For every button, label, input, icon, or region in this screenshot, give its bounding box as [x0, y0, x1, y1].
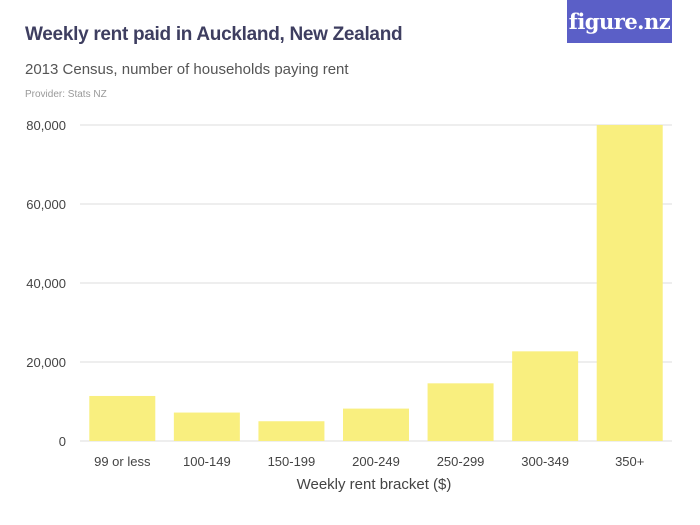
x-axis-title: Weekly rent bracket ($)	[297, 476, 452, 493]
figure-nz-logo[interactable]: figure.nz	[567, 0, 672, 43]
x-axis-ticks: 99 or less 100-149 150-199 200-249 250-299 30…	[94, 454, 644, 469]
y-tick-label: 60,000	[26, 197, 66, 212]
bar[interactable]	[258, 421, 325, 441]
bar[interactable]	[512, 351, 579, 441]
y-axis-ticks: 0 20,000 40,000 60,000 80,000	[26, 118, 66, 449]
x-tick-label: 100-149	[183, 454, 231, 469]
x-tick-label: 300-349	[521, 454, 569, 469]
y-tick-label: 20,000	[26, 355, 66, 370]
y-tick-label: 0	[59, 434, 66, 449]
chart-title: Weekly rent paid in Auckland, New Zealan…	[25, 24, 403, 45]
x-tick-label: 200-249	[352, 454, 400, 469]
y-tick-label: 80,000	[26, 118, 66, 133]
data-provider: Provider: Stats NZ	[25, 89, 107, 100]
y-tick-label: 40,000	[26, 276, 66, 291]
bar[interactable]	[173, 412, 240, 441]
bar[interactable]	[89, 395, 156, 441]
bar[interactable]	[343, 408, 409, 441]
x-tick-label: 99 or less	[94, 454, 151, 469]
x-tick-label: 350+	[615, 454, 644, 469]
x-tick-label: 150-199	[268, 454, 316, 469]
chart-subtitle: 2013 Census, number of households paying…	[25, 61, 349, 78]
bars	[89, 125, 663, 441]
gridlines	[80, 124, 672, 442]
bar[interactable]	[427, 383, 494, 441]
x-tick-label: 250-299	[437, 454, 485, 469]
bar[interactable]	[596, 125, 663, 441]
